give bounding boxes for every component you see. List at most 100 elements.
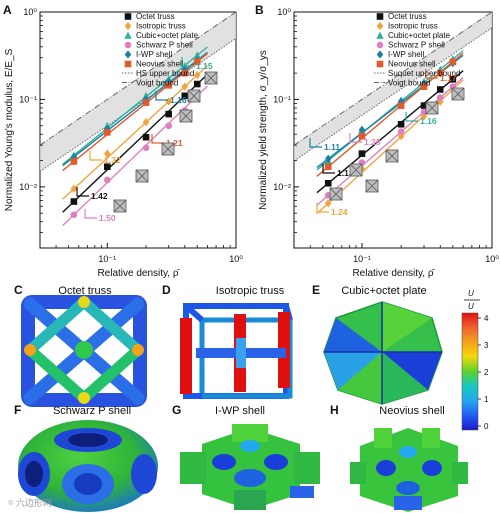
slope-triangle-b-2 [405,112,418,122]
panel-f: F Schwarz P shell [14,403,158,512]
panel-d-letter: D [162,283,171,297]
unit-cell-icon-strut-a-4-1 [179,109,193,123]
data-point-b-0-0 [324,179,332,187]
data-point-b-0-5 [449,75,457,83]
data-point-a-5-2 [142,99,150,106]
legend-marker-a-4 [124,50,132,59]
legend-label-b-4: I-WP shell [388,50,425,59]
unit-cell-icon-strut-b-5-1 [451,87,465,101]
data-point-a-0-2 [142,133,150,141]
data-point-a-3-3 [165,122,173,130]
y-tick-label-a-2: 10⁰ [23,7,37,17]
legend-label-a-4: I-WP shell [136,50,173,59]
unit-cell-icon-b-3 [385,149,399,163]
data-point-a-1-0 [70,184,78,193]
panel-h: H Neovius shell [330,403,468,512]
data-point-a-0-5 [193,80,201,88]
slope-triangle-a-4 [155,91,168,101]
ticks-b: 10⁻¹ 10⁰ 10⁻² 10⁻¹ 10⁰ [273,7,499,264]
ticks-a: 10⁻¹ 10⁰ 10⁻² 10⁻¹ 10⁰ [19,7,243,264]
slope-annotations-a: 1.42 1.32 1.15 1.50 1.16 1.21 [76,57,213,223]
panel-c-letter: C [14,283,23,297]
data-point-a-0-0 [70,198,78,205]
colorbar-gradient [461,312,479,431]
slope-label-b-1: 1.24 [331,207,348,217]
slope-triangle-a-1 [89,151,102,161]
unit-cell-icon-strut-b-1-1 [329,187,343,201]
colorbar-tick-label-2: 2 [484,368,489,377]
data-point-b-3-4 [436,94,444,101]
unit-cell-icon-a-4 [179,109,193,123]
panel-g-caption: I-WP shell [215,405,265,417]
panel-h-caption: Neovius shell [379,405,444,417]
legend-label-b-0: Octet truss [388,12,427,21]
legend-marker-b-1 [376,21,384,31]
data-point-b-0-1 [358,150,366,157]
unit-cell-icon-strut-b-4-1 [349,163,363,177]
data-point-b-5-5 [449,58,457,66]
slope-label-b-4: 1.11 [324,142,340,152]
legend-marker-b-3 [376,41,384,49]
legend-bound-label-a-1: Voigt bound [136,79,178,88]
unit-cell-icon-a-1 [135,169,149,183]
legend-label-b-1: Isotropic truss [388,22,438,31]
plot-frame-a [39,11,237,249]
data-point-b-5-0 [324,163,332,171]
legend-marker-b-2 [376,31,384,39]
upper-bound-line-a [39,37,237,172]
data-point-a-3-0 [70,211,78,219]
legend-marker-b-5 [376,60,384,68]
panel-a-chart: A 10⁻¹ 10⁰ 10⁻² 10⁻¹ 10⁰ Octet trussIsotropi… [3,3,243,279]
panel-f-caption: Schwarz P shell [53,405,131,417]
panel-e-letter: E [312,283,320,297]
panel-d: D Isotropic truss [162,283,293,399]
data-points-a [70,51,201,219]
unit-cell-icon-a-3 [161,142,175,156]
bounds-a [39,11,237,172]
plot-frame-b [293,11,493,249]
y-tick-label-b-1: 10⁻¹ [273,94,291,104]
legend-marker-b-0 [376,13,384,20]
x-tick-label-a-1: 10⁰ [229,254,243,264]
panel-b-letter: B [255,3,264,17]
panel-h-letter: H [330,403,339,417]
bounds-b [293,11,493,162]
unit-cell-icon-strut-a-0-1 [113,199,127,213]
panel-g: G I-WP shell [172,403,320,510]
data-point-b-1-3 [420,112,428,121]
unit-cell-icon-b-0 [365,179,379,193]
slope-label-a-3: 1.50 [99,213,116,223]
data-point-b-1-0 [324,199,332,208]
voigt-bound-line-a [39,11,237,146]
legend-bound-label-a-0: HS upper bound [136,69,194,78]
legend-label-b-2: Cubic+octet plate [388,31,451,40]
colorbar-tick-label-4: 0 [484,422,489,431]
data-point-b-4-1 [358,125,366,134]
legend-label-a-2: Cubic+octet plate [136,31,199,40]
data-point-a-1-5 [193,70,201,80]
slope-label-b-2: 1.16 [420,116,437,126]
unit-cell-icon-b-4 [349,163,363,177]
slope-label-b-0: 1.13 [337,168,354,178]
data-point-a-2-5 [193,51,201,59]
unit-cell-icon-strut-a-1-1 [135,169,149,183]
data-point-a-3-2 [142,144,150,152]
unit-cell-icon-a-5 [187,89,201,103]
panel-d-caption: Isotropic truss [216,285,285,297]
data-point-a-1-1 [103,149,111,158]
bound-shaded-region-b [294,12,492,161]
y-tick-label-a-0: 10⁻² [19,182,37,192]
slope-triangle-a-3 [84,209,97,219]
data-point-a-0-1 [103,163,111,171]
data-point-a-5-3 [165,82,173,89]
colorbar-tick-label-0: 4 [484,314,489,323]
y-tick-label-b-2: 10⁰ [277,7,291,17]
x-axis-title-a: Relative density, ρ̄ [97,268,180,279]
voigt-bound-line-b [293,11,493,146]
y-tick-label-b-0: 10⁻² [273,182,291,192]
y-axis-title-b: Normalized yield strength, σ_y/σ_ys [258,50,269,210]
unit-cell-icon-strut-a-5-1 [187,89,201,103]
legend-marker-a-5 [124,60,132,68]
slope-annotations-b: 1.13 1.24 1.16 1.28 1.11 1.17 [309,69,457,217]
